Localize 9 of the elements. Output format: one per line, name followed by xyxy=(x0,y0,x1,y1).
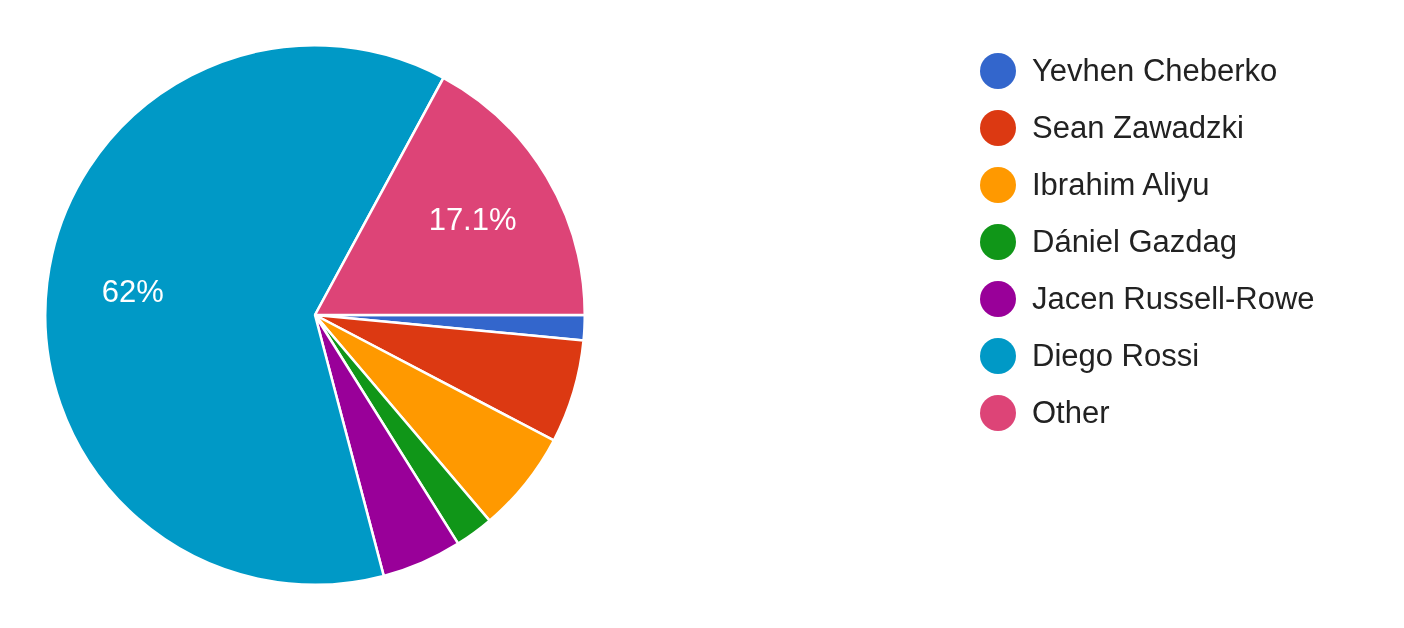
legend-label: Dániel Gazdag xyxy=(1032,223,1238,260)
legend-label: Diego Rossi xyxy=(1032,337,1200,374)
data-label: 62% xyxy=(101,273,164,309)
legend-label: Other xyxy=(1032,394,1110,431)
legend-label: Jacen Russell-Rowe xyxy=(1032,280,1315,317)
data-label: 17.1% xyxy=(428,201,517,237)
legend-label: Ibrahim Aliyu xyxy=(1032,166,1210,203)
legend-label: Sean Zawadzki xyxy=(1032,109,1244,146)
legend-label: Yevhen Cheberko xyxy=(1032,52,1278,89)
